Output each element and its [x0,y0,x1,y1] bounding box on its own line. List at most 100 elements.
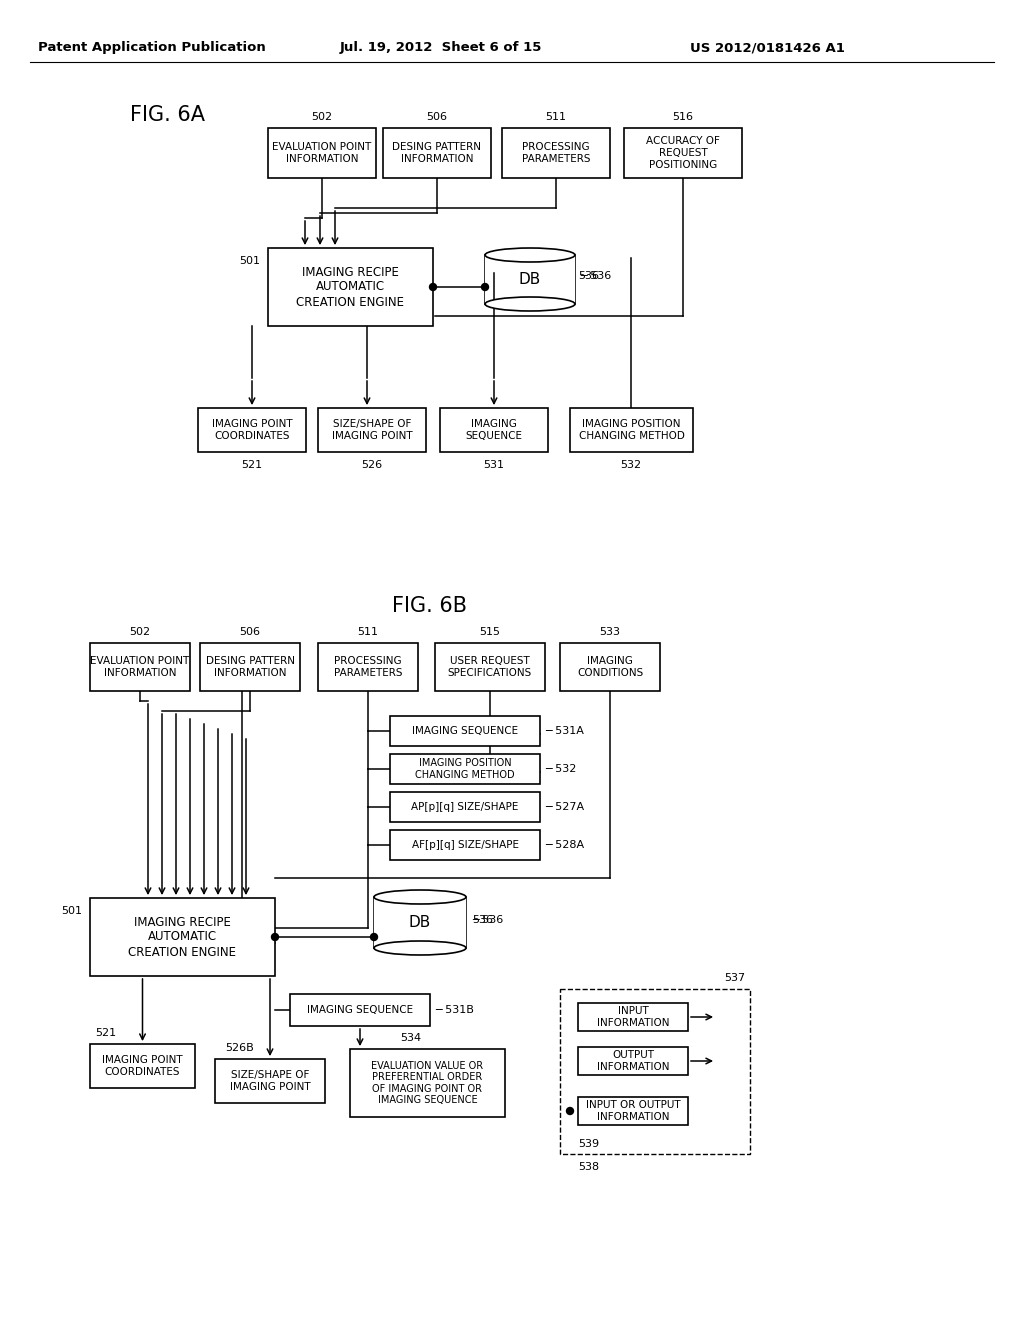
Text: IMAGING RECIPE
AUTOMATIC
CREATION ENGINE: IMAGING RECIPE AUTOMATIC CREATION ENGINE [297,265,404,309]
Text: ─ 531B: ─ 531B [435,1005,474,1015]
Text: IMAGING POINT
COORDINATES: IMAGING POINT COORDINATES [102,1055,183,1077]
Text: USER REQUEST
SPECIFICATIONS: USER REQUEST SPECIFICATIONS [447,656,532,677]
Text: FIG. 6B: FIG. 6B [392,597,468,616]
Text: 526: 526 [361,459,383,470]
Text: ─ 531A: ─ 531A [545,726,584,737]
Text: IMAGING POSITION
CHANGING METHOD: IMAGING POSITION CHANGING METHOD [579,420,684,441]
Text: DESING PATTERN
INFORMATION: DESING PATTERN INFORMATION [392,143,481,164]
Text: ACCURACY OF
REQUEST
POSITIONING: ACCURACY OF REQUEST POSITIONING [646,136,720,169]
Ellipse shape [374,941,466,954]
Text: IMAGING RECIPE
AUTOMATIC
CREATION ENGINE: IMAGING RECIPE AUTOMATIC CREATION ENGINE [128,916,237,958]
Text: INPUT
INFORMATION: INPUT INFORMATION [597,1006,670,1028]
Text: ─ 532: ─ 532 [545,764,577,774]
Text: 534: 534 [400,1034,421,1043]
FancyBboxPatch shape [570,408,693,451]
Text: IMAGING
CONDITIONS: IMAGING CONDITIONS [577,656,643,677]
Text: PROCESSING
PARAMETERS: PROCESSING PARAMETERS [522,143,590,164]
Text: DB: DB [519,272,541,286]
Text: 531: 531 [483,459,505,470]
Bar [485,255,575,304]
FancyBboxPatch shape [390,792,540,822]
Text: 536: 536 [578,271,599,281]
Text: DESING PATTERN
INFORMATION: DESING PATTERN INFORMATION [206,656,295,677]
Bar [374,898,466,948]
Ellipse shape [485,248,575,261]
Text: ─ 528A: ─ 528A [545,840,584,850]
FancyBboxPatch shape [318,643,418,690]
Text: 533: 533 [599,627,621,638]
Text: INPUT OR OUTPUT
INFORMATION: INPUT OR OUTPUT INFORMATION [586,1100,680,1122]
Circle shape [371,933,378,940]
Circle shape [271,933,279,940]
Ellipse shape [374,890,466,904]
Text: AP[p][q] SIZE/SHAPE: AP[p][q] SIZE/SHAPE [412,803,519,812]
FancyBboxPatch shape [90,1044,195,1088]
Text: 506: 506 [427,112,447,121]
FancyBboxPatch shape [215,1059,325,1104]
Text: 526B: 526B [225,1043,254,1053]
Text: DB: DB [409,915,431,931]
FancyBboxPatch shape [90,898,275,975]
Text: FIG. 6A: FIG. 6A [130,106,205,125]
FancyBboxPatch shape [390,715,540,746]
Text: 515: 515 [479,627,501,638]
Text: IMAGING POSITION
CHANGING METHOD: IMAGING POSITION CHANGING METHOD [415,758,515,780]
Text: 539: 539 [578,1139,599,1148]
Text: 502: 502 [311,112,333,121]
FancyBboxPatch shape [624,128,742,178]
FancyBboxPatch shape [578,1003,688,1031]
Text: 516: 516 [673,112,693,121]
Text: IMAGING POINT
COORDINATES: IMAGING POINT COORDINATES [212,420,292,441]
Text: 537: 537 [724,973,745,983]
FancyBboxPatch shape [198,408,306,451]
FancyBboxPatch shape [200,643,300,690]
FancyBboxPatch shape [440,408,548,451]
FancyBboxPatch shape [578,1047,688,1074]
Circle shape [481,284,488,290]
Text: 502: 502 [129,627,151,638]
Text: IMAGING SEQUENCE: IMAGING SEQUENCE [307,1005,413,1015]
Text: Jul. 19, 2012  Sheet 6 of 15: Jul. 19, 2012 Sheet 6 of 15 [340,41,543,54]
Text: 506: 506 [240,627,260,638]
FancyBboxPatch shape [560,989,750,1154]
Text: SIZE/SHAPE OF
IMAGING POINT: SIZE/SHAPE OF IMAGING POINT [332,420,413,441]
Text: IMAGING
SEQUENCE: IMAGING SEQUENCE [466,420,522,441]
Text: 521: 521 [242,459,262,470]
FancyBboxPatch shape [268,248,433,326]
Text: 501: 501 [61,906,82,916]
FancyBboxPatch shape [350,1049,505,1117]
Text: 511: 511 [357,627,379,638]
Text: 532: 532 [621,459,642,470]
Text: Patent Application Publication: Patent Application Publication [38,41,266,54]
Text: 501: 501 [239,256,260,267]
FancyBboxPatch shape [390,830,540,861]
Text: EVALUATION VALUE OR
PREFERENTIAL ORDER
OF IMAGING POINT OR
IMAGING SEQUENCE: EVALUATION VALUE OR PREFERENTIAL ORDER O… [372,1060,483,1105]
Circle shape [566,1107,573,1114]
Text: 521: 521 [95,1028,116,1038]
Text: ─ 527A: ─ 527A [545,803,584,812]
Text: ─ 536: ─ 536 [580,271,611,281]
FancyBboxPatch shape [578,1097,688,1125]
FancyBboxPatch shape [383,128,490,178]
FancyBboxPatch shape [290,994,430,1026]
FancyBboxPatch shape [318,408,426,451]
Text: EVALUATION POINT
INFORMATION: EVALUATION POINT INFORMATION [272,143,372,164]
Text: EVALUATION POINT
INFORMATION: EVALUATION POINT INFORMATION [90,656,189,677]
Text: OUTPUT
INFORMATION: OUTPUT INFORMATION [597,1051,670,1072]
FancyBboxPatch shape [435,643,545,690]
Circle shape [429,284,436,290]
Text: 536: 536 [472,915,493,925]
FancyBboxPatch shape [502,128,610,178]
Text: AF[p][q] SIZE/SHAPE: AF[p][q] SIZE/SHAPE [412,840,518,850]
Text: 511: 511 [546,112,566,121]
FancyBboxPatch shape [90,643,190,690]
Text: PROCESSING
PARAMETERS: PROCESSING PARAMETERS [334,656,402,677]
Text: ─ 536: ─ 536 [472,915,503,925]
Text: SIZE/SHAPE OF
IMAGING POINT: SIZE/SHAPE OF IMAGING POINT [229,1071,310,1092]
Text: 538: 538 [578,1162,599,1172]
Ellipse shape [485,297,575,312]
FancyBboxPatch shape [560,643,660,690]
FancyBboxPatch shape [390,754,540,784]
Text: US 2012/0181426 A1: US 2012/0181426 A1 [690,41,845,54]
FancyBboxPatch shape [268,128,376,178]
